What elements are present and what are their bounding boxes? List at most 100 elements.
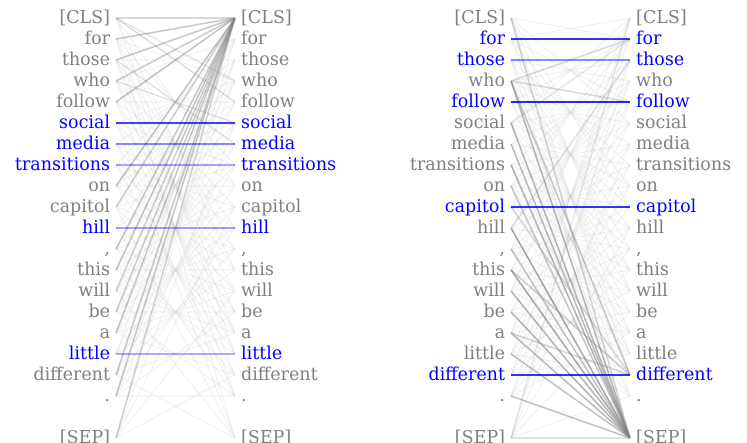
faint-attention-line xyxy=(115,80,236,376)
right-target-tokens: [CLS]forthosewhofollowsocialmediatransit… xyxy=(636,8,731,443)
attention-line xyxy=(510,80,631,103)
source-token-label: . xyxy=(104,386,110,406)
faint-attention-line xyxy=(510,227,631,250)
faint-attention-line xyxy=(115,164,236,208)
attention-line xyxy=(115,17,236,103)
attention-line xyxy=(115,17,236,292)
faint-attention-line xyxy=(115,59,236,397)
source-token-label: , xyxy=(499,239,505,259)
faint-attention-line xyxy=(115,101,236,187)
right-source-tokens: [CLS]forthosewhofollowsocialmediatransit… xyxy=(410,8,506,443)
faint-attention-line xyxy=(115,80,236,124)
faint-attention-line xyxy=(510,122,631,271)
faint-attention-line xyxy=(510,101,631,208)
faint-attention-line xyxy=(510,290,631,355)
faint-attention-line xyxy=(115,101,236,355)
faint-attention-line xyxy=(115,164,236,208)
source-token-label: will xyxy=(78,281,110,301)
faint-attention-line xyxy=(115,227,236,313)
left-target-tokens: [CLS]forthosewhofollowsocialmediatransit… xyxy=(241,8,336,443)
faint-attention-line xyxy=(510,269,631,376)
faint-attention-line xyxy=(510,59,631,82)
source-token-label: different xyxy=(428,365,505,385)
target-token-label: for xyxy=(241,29,267,49)
source-token-label: transitions xyxy=(410,155,505,175)
faint-attention-line xyxy=(115,38,236,439)
faint-attention-line xyxy=(510,101,631,292)
faint-attention-line xyxy=(510,80,631,145)
faint-attention-line xyxy=(510,59,631,166)
faint-attention-line xyxy=(510,164,631,229)
source-token-label: follow xyxy=(56,92,110,112)
faint-attention-line xyxy=(115,206,236,439)
faint-attention-line xyxy=(115,38,236,334)
faint-attention-line xyxy=(115,17,236,103)
source-token-label: follow xyxy=(451,92,505,112)
target-token-label: a xyxy=(241,323,251,343)
faint-attention-line xyxy=(115,227,236,313)
source-token-label: those xyxy=(62,50,110,70)
source-token-label: a xyxy=(495,323,505,343)
attention-line xyxy=(115,59,236,145)
faint-attention-line xyxy=(510,17,631,208)
faint-attention-line xyxy=(115,59,236,313)
attention-line xyxy=(115,17,236,187)
target-token-label: be xyxy=(241,302,263,322)
target-token-label: who xyxy=(636,71,673,91)
source-token-label: capitol xyxy=(50,197,111,217)
faint-attention-line xyxy=(115,59,236,229)
faint-attention-line xyxy=(510,80,631,229)
faint-attention-line xyxy=(510,143,631,250)
faint-attention-line xyxy=(510,164,631,313)
source-token-label: media xyxy=(56,134,110,154)
source-token-label: on xyxy=(483,176,505,196)
faint-attention-line xyxy=(510,122,631,271)
faint-attention-line xyxy=(115,248,236,376)
faint-attention-line xyxy=(115,38,236,250)
faint-attention-line xyxy=(510,101,631,292)
faint-attention-line xyxy=(115,59,236,313)
faint-attention-line xyxy=(115,374,236,439)
faint-attention-line xyxy=(115,143,236,397)
faint-attention-line xyxy=(510,17,631,124)
faint-attention-line xyxy=(115,185,236,355)
faint-attention-line xyxy=(115,80,236,208)
faint-attention-line xyxy=(115,374,236,439)
target-token-label: who xyxy=(241,71,278,91)
source-token-label: this xyxy=(472,260,505,280)
target-token-label: [CLS] xyxy=(241,8,292,28)
faint-attention-line xyxy=(510,59,631,334)
attention-line xyxy=(115,80,236,124)
source-token-label: [SEP] xyxy=(455,428,505,443)
faint-attention-line xyxy=(115,290,236,439)
faint-attention-line xyxy=(115,164,236,376)
attention-line xyxy=(510,17,631,439)
faint-attention-line xyxy=(115,38,236,250)
faint-attention-line xyxy=(510,38,631,187)
faint-attention-line xyxy=(115,290,236,334)
faint-attention-line xyxy=(115,164,236,292)
faint-attention-line xyxy=(115,185,236,271)
faint-attention-line xyxy=(115,227,236,397)
source-token-label: those xyxy=(457,50,505,70)
faint-attention-line xyxy=(510,101,631,124)
target-token-label: social xyxy=(241,113,292,133)
source-token-label: this xyxy=(77,260,110,280)
faint-attention-line xyxy=(115,206,236,439)
attention-line xyxy=(115,17,236,61)
attention-line xyxy=(510,80,631,439)
faint-attention-line xyxy=(115,311,236,397)
faint-attention-line xyxy=(115,59,236,397)
faint-attention-line xyxy=(510,59,631,250)
faint-attention-line xyxy=(115,17,236,271)
target-token-label: on xyxy=(636,176,658,196)
faint-attention-line xyxy=(115,143,236,229)
faint-attention-line xyxy=(115,206,236,250)
source-token-label: a xyxy=(100,323,110,343)
source-token-label: will xyxy=(473,281,505,301)
source-token-label: hill xyxy=(82,218,110,238)
target-token-label: a xyxy=(636,323,646,343)
faint-attention-line xyxy=(115,206,236,334)
attention-line xyxy=(115,17,236,250)
